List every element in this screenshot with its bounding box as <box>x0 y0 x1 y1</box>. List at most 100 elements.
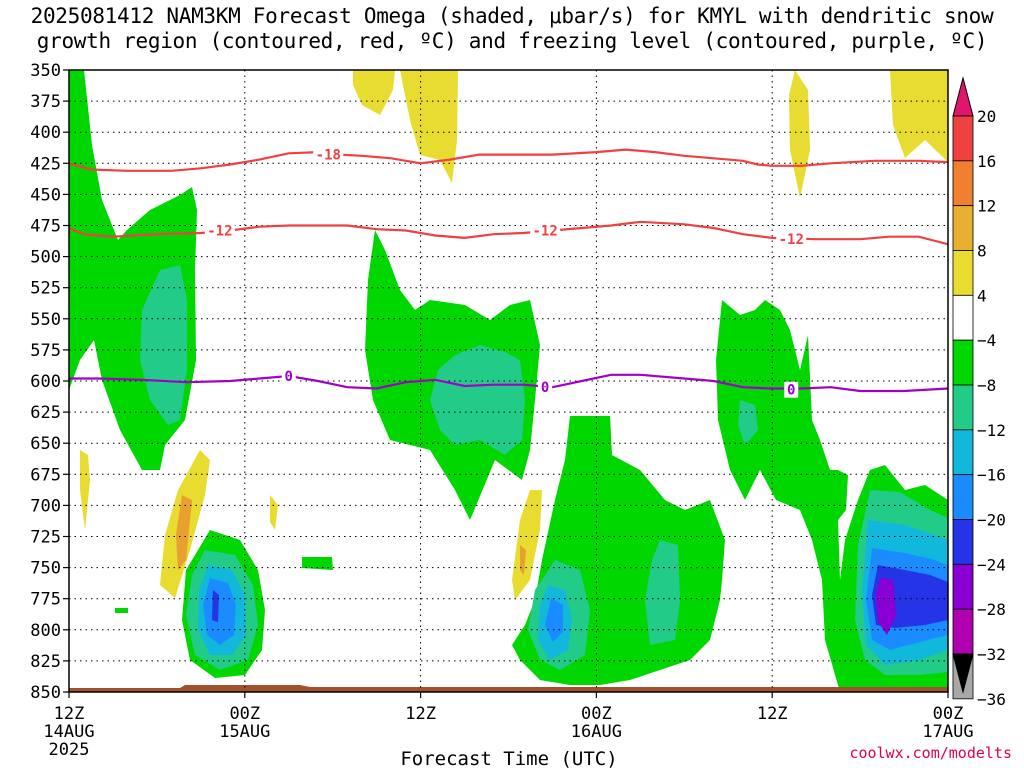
omega-positive-area <box>80 450 90 530</box>
x-tick-label: 12Z <box>54 704 85 724</box>
contour-label: -12 <box>207 223 232 239</box>
contour-labels: -18 -12 -12 -12 0 0 0 <box>204 146 807 399</box>
y-tick-label: 800 <box>30 621 61 641</box>
colorbar-swatch <box>952 250 974 296</box>
omega-positive-area <box>890 70 948 162</box>
y-tick-label: 725 <box>30 528 61 548</box>
x-tick-label: 00Z <box>581 704 612 724</box>
colorbar-swatch <box>952 115 974 162</box>
chart-title: 2025081412 NAM3KM Forecast Omega (shaded… <box>0 4 1024 54</box>
x-axis-title: Forecast Time (UTC) <box>400 748 617 768</box>
x-tick-date: 15AUG <box>219 722 270 742</box>
colorbar: 20 16 12 8 4 −4 −8 −12 −16 −20 −24 −28 −32 −36 <box>952 76 1006 709</box>
colorbar-top-arrow <box>952 76 974 117</box>
x-tick-label: 12Z <box>757 704 788 724</box>
y-tick-label: 350 <box>30 61 61 81</box>
omega-teal-area <box>140 265 187 425</box>
contour-label-bg <box>784 381 799 398</box>
omega-positive-area <box>176 495 192 570</box>
y-tick-label: 575 <box>30 341 61 361</box>
y-tick-label: 675 <box>30 465 61 485</box>
chart-title-line1: 2025081412 NAM3KM Forecast Omega (shaded… <box>30 4 994 28</box>
y-tick-label: 500 <box>30 248 61 268</box>
colorbar-label: 20 <box>977 107 996 126</box>
colorbar-label: −28 <box>977 600 1006 619</box>
y-tick-label: 775 <box>30 590 61 610</box>
colorbar-swatch <box>952 608 974 655</box>
omega-negative-area <box>115 608 128 613</box>
y-tick-label: 850 <box>30 683 61 703</box>
contour-label-bg <box>281 368 296 385</box>
y-tick-label: 450 <box>30 185 61 205</box>
contour-label: 0 <box>541 380 549 396</box>
colorbar-label: −12 <box>977 421 1006 440</box>
y-tick-label: 375 <box>30 92 61 112</box>
colorbar-swatch <box>952 294 974 341</box>
x-tick-label: 12Z <box>405 704 436 724</box>
colorbar-label: −4 <box>977 331 996 350</box>
contour-label: -12 <box>532 223 557 239</box>
y-tick-label: 475 <box>30 217 61 237</box>
colorbar-swatch <box>952 160 974 207</box>
omega-negative-area <box>302 557 333 570</box>
x-tick-date: 17AUG <box>922 722 973 742</box>
colorbar-label: 12 <box>977 197 996 216</box>
omega-positive-area <box>400 70 458 183</box>
contour-label: -18 <box>316 148 341 164</box>
y-tick-label: 600 <box>30 372 61 392</box>
omega-teal-area <box>645 540 680 645</box>
ground-layer <box>69 685 948 692</box>
credit-text: coolwx.com/modelts <box>849 744 1012 762</box>
colorbar-label: −24 <box>977 555 1006 574</box>
y-axis: 350 375 400 425 450 475 500 525 550 575 600 625 650 6… <box>30 61 69 703</box>
colorbar-swatch <box>952 429 974 476</box>
colorbar-swatch <box>952 384 974 431</box>
colorbar-label: −32 <box>977 645 1006 664</box>
contour-label-bg <box>313 146 344 163</box>
omega-deepblue-area <box>212 590 219 622</box>
y-tick-label: 550 <box>30 310 61 330</box>
colorbar-label: −36 <box>977 690 1006 709</box>
colorbar-swatch <box>952 339 974 386</box>
omega-shading <box>69 70 948 692</box>
colorbar-swatch <box>952 205 974 251</box>
contour-label: -12 <box>779 232 804 248</box>
colorbar-label: 16 <box>977 152 996 171</box>
contour-line <box>69 148 948 172</box>
colorbar-label: 8 <box>977 242 987 261</box>
omega-blue-area <box>545 598 563 642</box>
contour-line <box>69 220 948 246</box>
contour-label-bg <box>776 231 807 248</box>
omega-purple-area <box>876 578 896 635</box>
omega-blue-area <box>203 578 236 645</box>
x-tick-date: 16AUG <box>571 722 622 742</box>
colorbar-swatch <box>952 474 974 520</box>
grid-lines <box>69 70 948 692</box>
colorbar-swatch <box>952 519 974 565</box>
colorbar-bottom-arrow <box>952 653 974 694</box>
x-tick-label: 00Z <box>933 704 964 724</box>
colorbar-label: −16 <box>977 466 1006 485</box>
contour-label: 0 <box>787 383 795 399</box>
omega-positive-area <box>270 495 278 530</box>
contour-label-bg <box>204 222 235 239</box>
omega-positive-area <box>789 70 810 198</box>
omega-teal-area <box>430 345 525 455</box>
omega-positive-area <box>353 70 395 115</box>
x-tick-year: 2025 <box>49 740 90 760</box>
x-tick-date: 14AUG <box>43 722 94 742</box>
colorbar-label: −8 <box>977 376 996 395</box>
y-tick-label: 650 <box>30 434 61 454</box>
y-tick-label: 525 <box>30 279 61 299</box>
contour-label: 0 <box>285 369 293 385</box>
y-tick-label: 625 <box>30 403 61 423</box>
omega-teal-area <box>738 400 758 445</box>
omega-positive-area <box>512 490 542 600</box>
colorbar-label: −20 <box>977 511 1006 530</box>
contour-label-bg <box>530 222 561 239</box>
chart-title-line2: growth region (contoured, red, ºC) and f… <box>36 29 988 53</box>
y-tick-label: 750 <box>30 559 61 579</box>
colorbar-swatch <box>952 563 974 610</box>
